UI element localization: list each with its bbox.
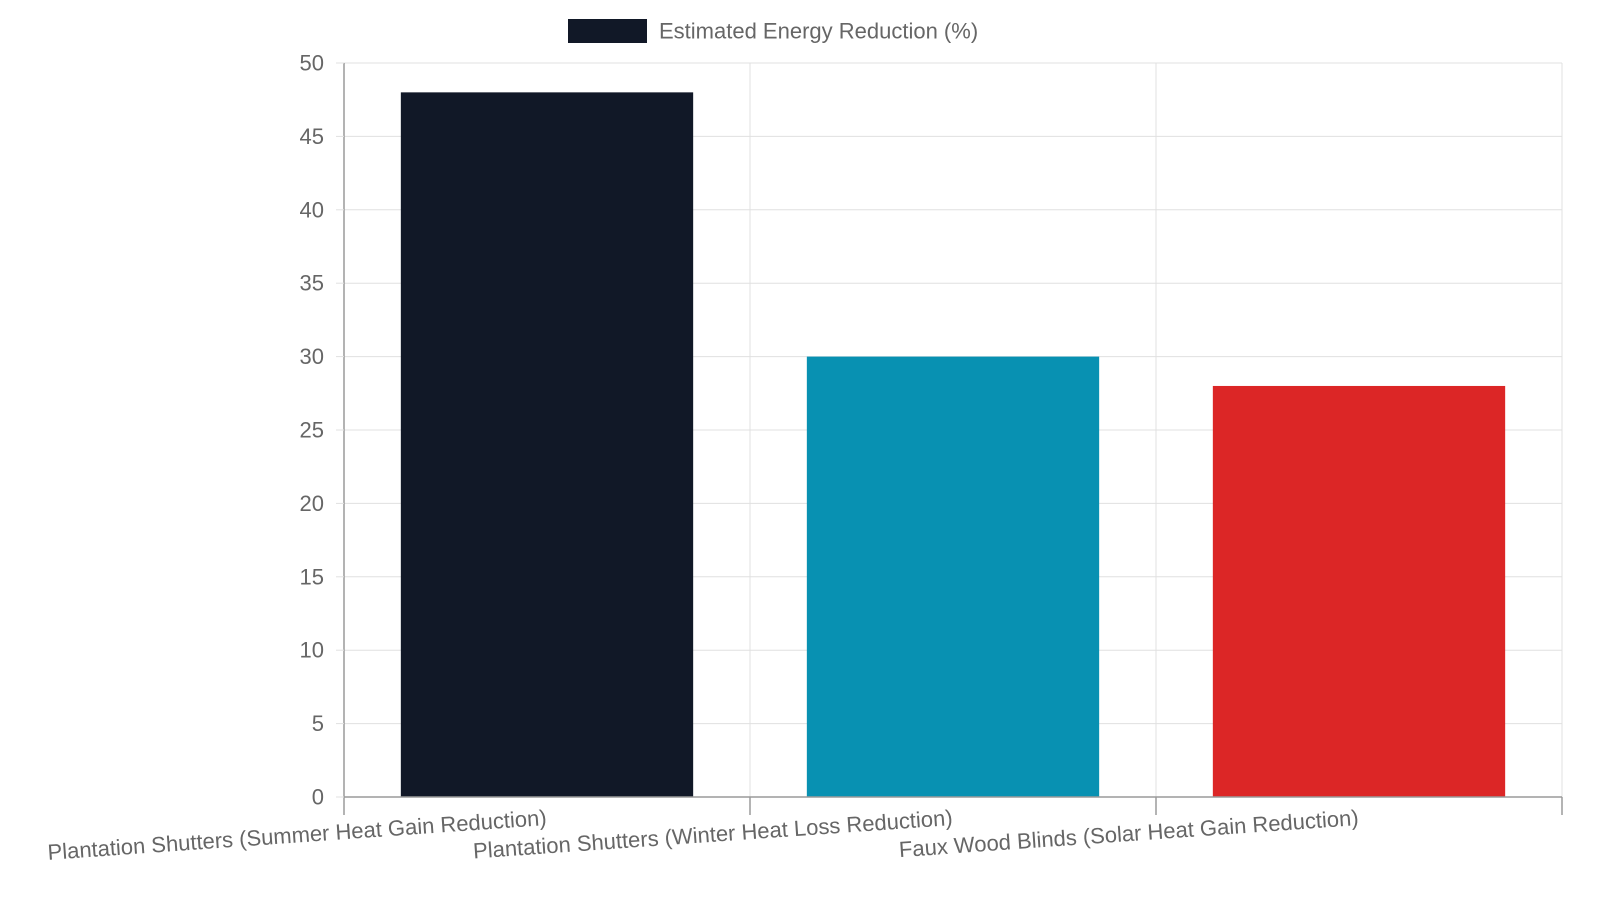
legend-label[interactable]: Estimated Energy Reduction (%) [659,19,978,44]
y-tick-label: 40 [300,197,324,222]
legend[interactable]: Estimated Energy Reduction (%) [568,19,978,44]
y-axis-ticks: 0 5 10 15 20 25 30 35 40 45 50 [300,51,344,810]
x-tick-label: Faux Wood Blinds (Solar Heat Gain Reduct… [898,805,1359,862]
x-tick-label: Plantation Shutters (Summer Heat Gain Re… [47,805,548,865]
y-tick-label: 10 [300,638,324,663]
y-tick-label: 50 [300,51,324,76]
bars [400,92,1506,798]
bar[interactable] [1212,385,1506,797]
y-tick-label: 25 [300,418,324,443]
y-tick-label: 35 [300,271,324,296]
y-tick-label: 0 [312,785,324,810]
x-axis-ticks: Plantation Shutters (Summer Heat Gain Re… [47,805,1360,865]
bar[interactable] [400,92,694,798]
y-tick-label: 45 [300,124,324,149]
bar[interactable] [806,356,1100,797]
y-tick-label: 20 [300,491,324,516]
y-tick-label: 30 [300,344,324,369]
y-tick-label: 15 [300,564,324,589]
y-tick-label: 5 [312,711,324,736]
legend-swatch[interactable] [568,19,647,43]
